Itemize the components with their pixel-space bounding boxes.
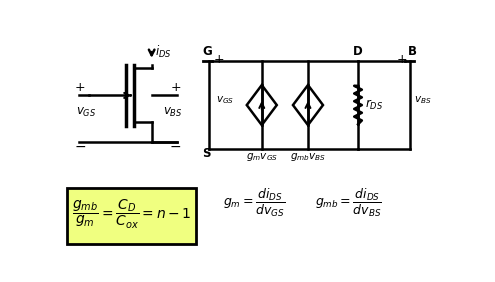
Text: D: D [353,45,363,58]
Text: +: + [396,53,407,66]
Text: +: + [213,53,224,66]
FancyBboxPatch shape [67,188,197,244]
Text: $v_{BS}$: $v_{BS}$ [414,94,432,106]
Text: $-$: $-$ [169,138,182,153]
Text: $\dfrac{g_{mb}}{g_m} = \dfrac{C_D}{C_{ox}} = n - 1$: $\dfrac{g_{mb}}{g_m} = \dfrac{C_D}{C_{ox… [72,198,192,232]
Text: $g_m = \dfrac{di_{DS}}{dv_{GS}}$: $g_m = \dfrac{di_{DS}}{dv_{GS}}$ [223,187,285,219]
Text: $g_{mb} v_{BS}$: $g_{mb} v_{BS}$ [290,151,326,163]
Text: $g_m v_{GS}$: $g_m v_{GS}$ [246,151,278,163]
Text: $v_{GS}$: $v_{GS}$ [76,106,97,119]
Text: $r_{DS}$: $r_{DS}$ [365,98,383,112]
Text: +: + [170,81,181,94]
Text: $g_{mb} = \dfrac{di_{DS}}{dv_{BS}}$: $g_{mb} = \dfrac{di_{DS}}{dv_{BS}}$ [314,187,382,219]
Text: B: B [407,45,416,58]
Text: G: G [202,45,212,58]
Text: $i_{DS}$: $i_{DS}$ [155,43,171,60]
Text: +: + [75,81,85,94]
Text: $v_{GS}$: $v_{GS}$ [216,94,234,106]
Text: S: S [202,147,210,160]
Text: $-$: $-$ [74,138,86,153]
Text: $v_{BS}$: $v_{BS}$ [163,106,183,119]
